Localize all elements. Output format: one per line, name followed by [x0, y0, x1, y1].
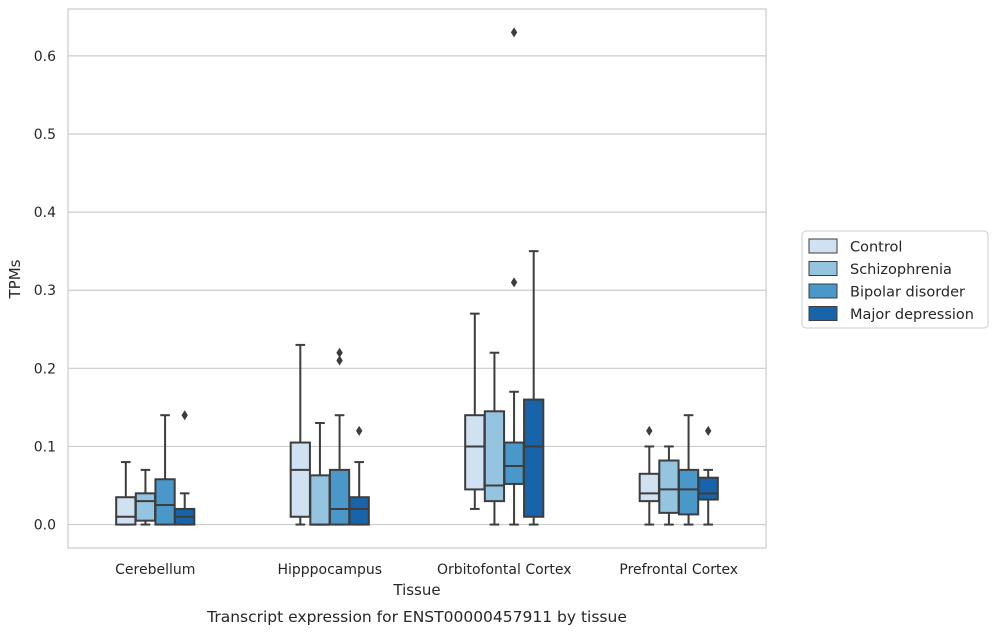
legend-swatch — [808, 283, 838, 299]
iqr-box — [328, 468, 351, 526]
box-2-0 — [464, 312, 486, 510]
legend-item: Schizophrenia — [808, 261, 952, 278]
legend-swatch — [808, 238, 838, 254]
box-1-0 — [289, 343, 311, 526]
outlier-marker — [510, 27, 518, 38]
y-tick-label: 0.2 — [34, 361, 56, 377]
iqr-box — [309, 474, 331, 526]
box-2-2 — [503, 27, 525, 526]
y-tick-label: 0.6 — [34, 49, 56, 65]
legend-label: Major depression — [850, 307, 974, 323]
legend: Control Schizophrenia Bipolar disorder Majo… — [801, 230, 989, 329]
outlier-marker — [510, 277, 518, 288]
iqr-box — [697, 476, 719, 501]
outlier-marker — [181, 410, 188, 421]
box-0-3 — [174, 410, 196, 526]
x-tick-label: Cerebellum — [115, 562, 195, 578]
outlier-marker — [336, 347, 343, 358]
outlier-marker — [704, 425, 712, 436]
box-3-0 — [638, 425, 660, 526]
box-3-2 — [677, 414, 700, 526]
legend-frame — [801, 230, 989, 329]
iqr-box — [289, 441, 311, 518]
legend-item: Major depression — [808, 306, 974, 323]
iqr-box — [658, 459, 680, 514]
chart-caption: Transcript expression for ENST0000045791… — [206, 608, 627, 626]
y-tick-label: 0.3 — [34, 283, 56, 299]
legend-label: Control — [850, 240, 902, 256]
iqr-box — [464, 414, 486, 491]
box-3-3 — [697, 425, 719, 526]
box-0-0 — [115, 461, 137, 526]
iqr-box — [638, 472, 660, 503]
plot-area — [115, 27, 719, 526]
axes: 0.0 0.1 0.2 0.3 0.4 0.5 0.6 Cerebellum Hipppocam… — [34, 49, 738, 578]
box-1-3 — [348, 425, 370, 526]
iqr-box — [503, 441, 525, 485]
outlier-marker — [336, 355, 343, 366]
y-tick-label: 0.4 — [34, 205, 56, 221]
iqr-box — [134, 492, 157, 522]
iqr-box — [677, 468, 700, 516]
box-0-2 — [154, 414, 176, 526]
x-tick-label: Prefrontal Cortex — [619, 562, 738, 578]
y-axis-label: TPMs — [6, 259, 24, 299]
outlier-marker — [646, 425, 653, 436]
y-tick-label: 0.1 — [34, 439, 56, 455]
legend-swatch — [808, 261, 838, 276]
legend-label: Schizophrenia — [850, 262, 952, 278]
iqr-box — [483, 410, 506, 503]
iqr-box — [154, 478, 176, 526]
box-0-1 — [134, 468, 157, 526]
y-tick-label: 0.0 — [34, 518, 56, 534]
outlier-marker — [355, 425, 363, 436]
iqr-box — [523, 398, 545, 518]
legend-item: Bipolar disorder — [808, 283, 965, 301]
x-tick-label: Orbitofontal Cortex — [437, 562, 572, 578]
legend-item: Control — [808, 238, 902, 256]
iqr-box — [348, 496, 370, 526]
y-tick-label: 0.5 — [34, 127, 56, 143]
x-axis-label: Tissue — [392, 581, 440, 599]
legend-swatch — [808, 306, 838, 321]
x-tick-label: Hipppocampus — [277, 562, 382, 578]
box-3-1 — [658, 445, 680, 526]
box-2-3 — [523, 250, 545, 526]
plot-frame — [67, 8, 767, 549]
box-2-1 — [483, 351, 506, 526]
iqr-box — [115, 496, 137, 526]
box-1-1 — [309, 422, 331, 526]
grid-lines — [68, 55, 766, 526]
box-1-2 — [328, 347, 351, 526]
legend-label: Bipolar disorder — [850, 285, 965, 301]
